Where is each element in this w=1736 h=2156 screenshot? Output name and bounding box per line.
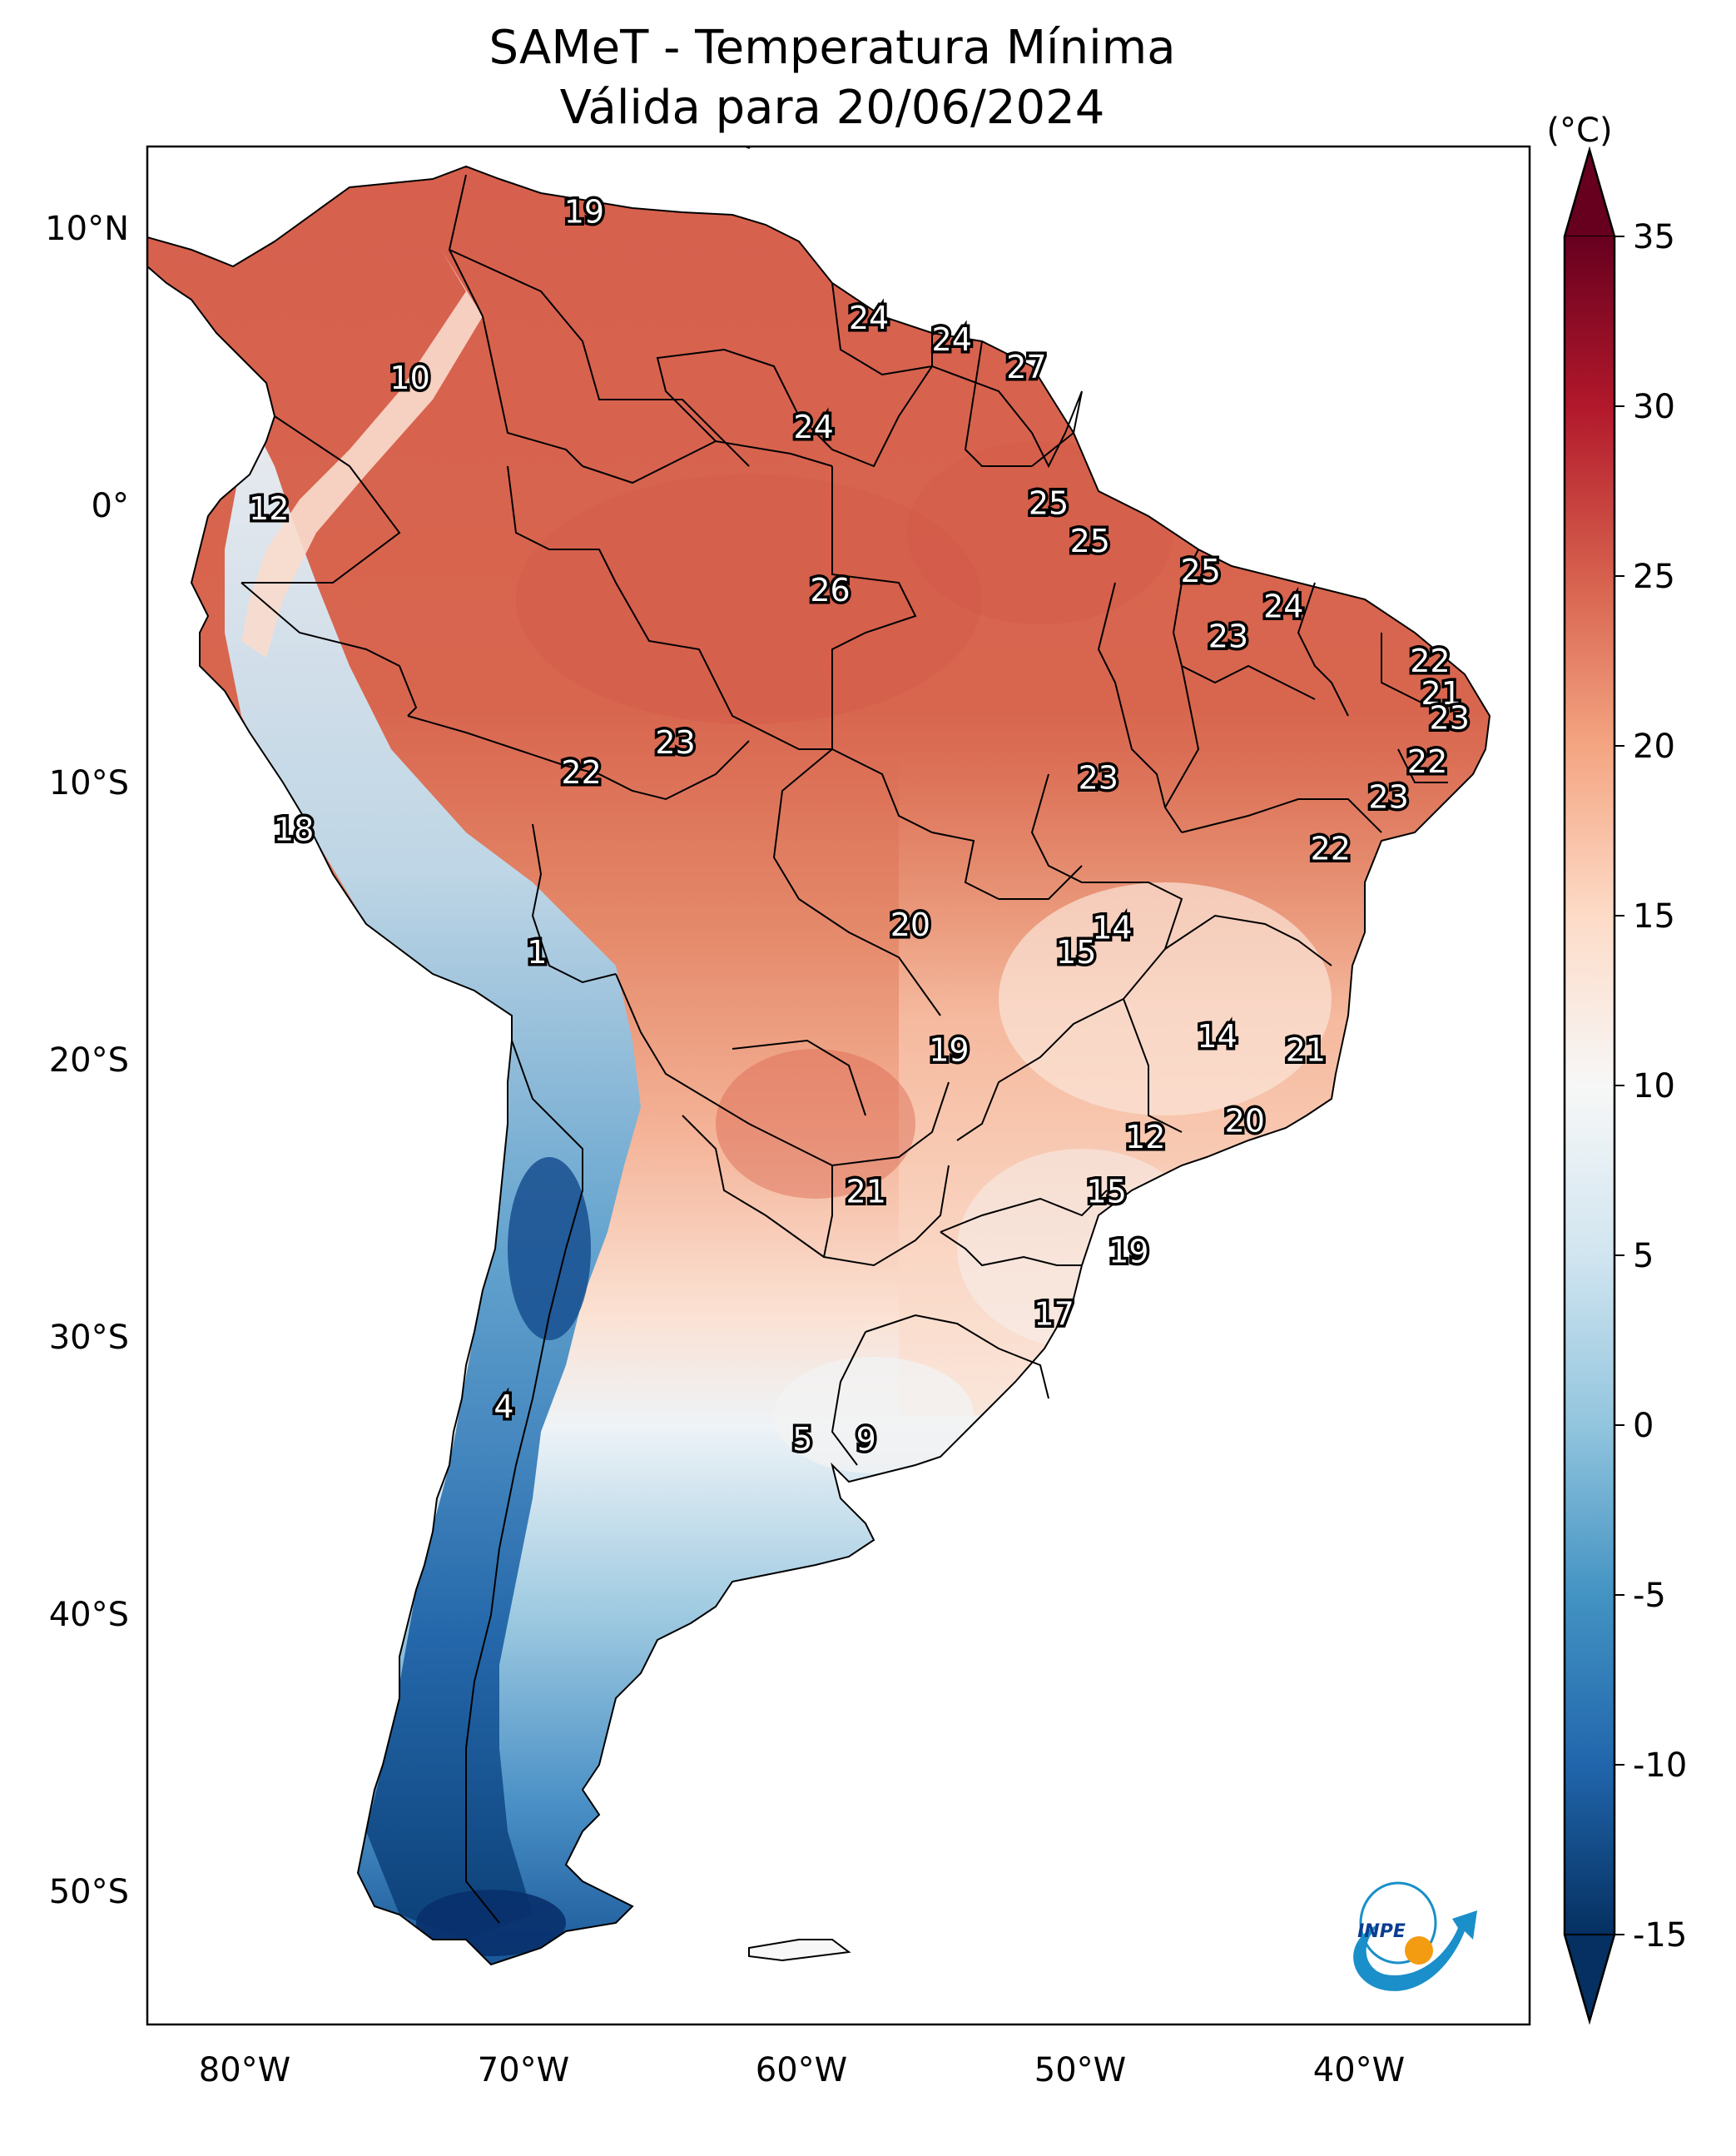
map-axes-frame — [146, 145, 1531, 2026]
lon-tick-label: 60°W — [756, 2051, 847, 2089]
lat-tick-labels: 10°N 0° 10°S 20°S 30°S 40°S 50°S — [45, 210, 129, 1911]
temperature-label: 23 — [655, 724, 695, 761]
temperature-label: 19 — [929, 1032, 969, 1069]
colorbar-max-arrow — [1563, 147, 1616, 237]
temperature-label: 12 — [249, 490, 289, 527]
lat-tick-label: 20°S — [49, 1041, 129, 1080]
temperature-label: 25 — [1181, 553, 1221, 589]
colorbar-tick-label: -10 — [1633, 1746, 1687, 1785]
temperature-label: 1 — [527, 934, 547, 971]
temperature-label: 24 — [1263, 589, 1303, 625]
temperature-label: 14 — [1092, 909, 1132, 946]
lat-tick-label: 10°N — [45, 210, 129, 248]
temperature-label: 20 — [890, 907, 930, 943]
temperature-label: 25 — [1070, 523, 1110, 559]
temperature-label: 17 — [1034, 1296, 1074, 1333]
temperature-label: 24 — [932, 321, 972, 358]
political-borders — [241, 174, 1449, 1924]
lon-tick-label: 70°W — [478, 2051, 569, 2089]
temperature-label: 22 — [1407, 743, 1447, 780]
temperature-label: 24 — [849, 300, 889, 336]
colorbar-tick-label: 35 — [1633, 218, 1675, 256]
temperature-label: 12 — [1125, 1119, 1165, 1155]
colorbar-tick-label: 30 — [1633, 388, 1675, 426]
colorbar-min-arrow — [1563, 1934, 1616, 2024]
temperature-label: 23 — [1368, 778, 1408, 815]
colorbar-tick-label: 0 — [1633, 1407, 1654, 1445]
temperature-label: 22 — [1311, 831, 1351, 867]
temperature-label: 18 — [274, 812, 314, 848]
colorbar-bar — [1565, 236, 1614, 1935]
lat-tick-label: 40°S — [49, 1596, 129, 1634]
temperature-label: 25 — [1029, 484, 1069, 521]
temperature-label: 23 — [1430, 700, 1470, 737]
colorbar-tick-label: 25 — [1633, 558, 1675, 596]
temperature-label: 19 — [1109, 1233, 1148, 1269]
colorbar-tick-label: 5 — [1633, 1237, 1654, 1275]
colorbar-unit: (°C) — [1546, 112, 1612, 150]
temperature-label: 23 — [1079, 760, 1118, 797]
temperature-label: 15 — [1056, 934, 1096, 971]
temperature-label: 21 — [1286, 1032, 1326, 1069]
lon-tick-label: 50°W — [1034, 2051, 1126, 2089]
colorbar: (°C) 35 30 25 20 15 10 5 0 -5 -10 -15 — [1546, 112, 1687, 2025]
falkland-islands — [748, 1939, 851, 1962]
temperature-label: 27 — [1006, 349, 1046, 385]
colorbar-tick-label: -15 — [1633, 1916, 1687, 1955]
temperature-label: 26 — [810, 572, 850, 609]
temperature-label: 21 — [846, 1174, 886, 1210]
temperature-label: 9 — [856, 1421, 876, 1458]
lon-tick-label: 40°W — [1313, 2051, 1405, 2089]
colorbar-tick-label: 10 — [1633, 1067, 1675, 1105]
inpe-logo-text: INPE — [1357, 1921, 1406, 1942]
temperature-label: 4 — [494, 1388, 513, 1425]
temperature-label: 22 — [1410, 643, 1450, 679]
temperature-label: 15 — [1087, 1174, 1127, 1210]
lat-tick-label: 10°S — [49, 764, 129, 802]
colorbar-ticks: 35 30 25 20 15 10 5 0 -5 -10 -15 — [1614, 218, 1687, 1955]
colorbar-tick-label: 15 — [1633, 897, 1675, 936]
temperature-label: 23 — [1208, 618, 1248, 655]
lon-tick-label: 80°W — [199, 2051, 290, 2089]
lat-tick-label: 30°S — [49, 1319, 129, 1357]
temperature-label: 5 — [792, 1421, 812, 1458]
inpe-logo-dot — [1405, 1936, 1433, 1965]
temperature-label: 20 — [1225, 1103, 1265, 1140]
temperature-label: 10 — [389, 360, 429, 396]
temperature-label: 21 — [1421, 675, 1461, 712]
temperature-label: 19 — [564, 194, 604, 231]
lat-tick-label: 0° — [92, 487, 129, 525]
colorbar-tick-label: 20 — [1633, 728, 1675, 766]
inpe-logo: INPE — [1353, 1881, 1477, 1991]
temperature-label: 22 — [561, 754, 601, 791]
map-subtitle: Válida para 20/06/2024 — [560, 81, 1105, 135]
temperature-label: 14 — [1197, 1018, 1237, 1055]
lon-tick-labels: 80°W 70°W 60°W 50°W 40°W — [199, 2051, 1405, 2089]
colorbar-tick-label: -5 — [1633, 1577, 1666, 1615]
temperature-label: 24 — [793, 409, 833, 445]
lat-tick-label: 50°S — [49, 1873, 129, 1911]
map-title: SAMeT - Temperatura Mínima — [489, 21, 1175, 75]
